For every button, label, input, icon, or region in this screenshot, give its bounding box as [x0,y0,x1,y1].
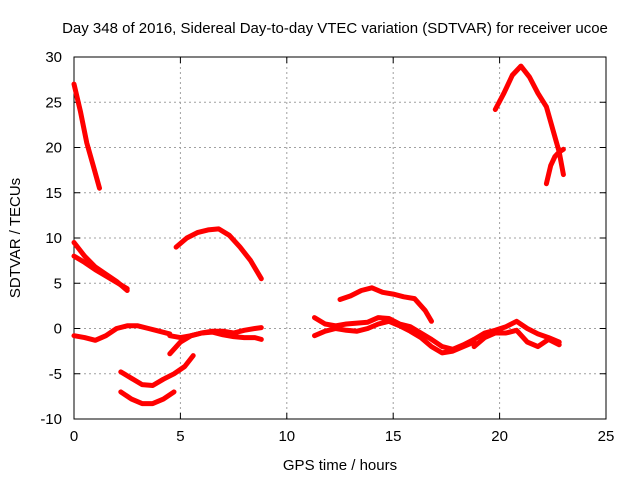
y-tick-label: 30 [45,49,62,66]
series-arc-9 [173,226,264,282]
series-arc-14 [471,327,562,350]
series-arc-15 [492,63,566,178]
y-tick-label: 20 [45,140,62,157]
series-arc-12 [337,285,434,324]
x-tick-label: 20 [491,428,508,445]
x-tick-label: 15 [385,428,402,445]
x-tick-label: 5 [176,428,184,445]
series-arc-11 [312,318,477,356]
grid [74,57,606,419]
data-series [71,63,566,407]
series-arc-16 [543,146,566,187]
y-tick-label: 0 [54,321,62,338]
series-arc-3 [71,253,130,292]
y-tick-label: 15 [45,185,62,202]
series-arc-13 [471,318,562,345]
series-arc-1 [71,81,102,191]
y-tick-label: -10 [40,411,62,428]
x-tick-label: 0 [70,428,78,445]
series-arc-5 [118,353,196,388]
x-tick-label: 25 [598,428,615,445]
y-tick-label: 25 [45,94,62,111]
series-arc-6 [118,389,177,407]
y-tick-label: 10 [45,230,62,247]
chart-title: Day 348 of 2016, Sidereal Day-to-day VTE… [62,20,608,37]
x-tick-label: 10 [278,428,295,445]
x-axis-label: GPS time / hours [283,457,397,474]
y-tick-label: 5 [54,275,62,292]
series-arc-8 [167,329,264,342]
axis-ticks: 0 5 10 15 20 25 -10 -5 0 5 10 15 20 25 30 [40,49,614,445]
y-axis-label: SDTVAR / TECUs [7,178,24,298]
y-tick-label: -5 [49,366,62,383]
series-arc-4 [71,323,173,343]
